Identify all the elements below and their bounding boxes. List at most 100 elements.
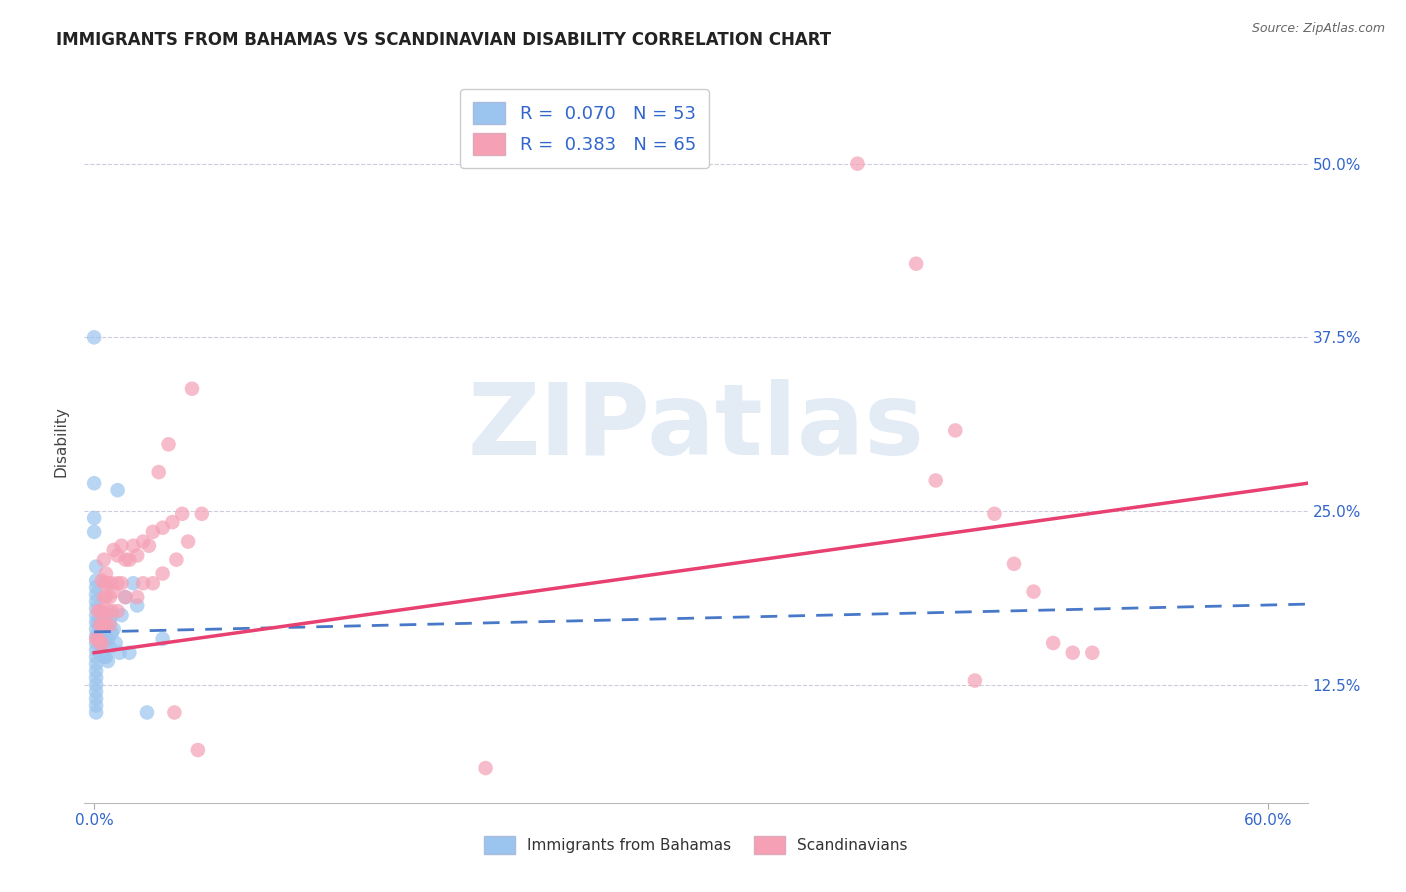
Point — [127, 599, 149, 613]
Point — [83, 330, 105, 344]
Point — [118, 552, 141, 566]
Point — [132, 534, 155, 549]
Point — [100, 626, 122, 640]
Point — [89, 636, 111, 650]
Point — [98, 640, 121, 655]
Point — [100, 576, 122, 591]
Point — [98, 618, 121, 632]
Point — [89, 636, 111, 650]
Point — [94, 590, 117, 604]
Point — [181, 382, 204, 396]
Point — [127, 590, 149, 604]
Point — [1042, 636, 1064, 650]
Point — [84, 629, 107, 643]
Point — [110, 576, 132, 591]
Point — [84, 698, 107, 713]
Y-axis label: Disability: Disability — [53, 406, 69, 477]
Point — [191, 507, 214, 521]
Point — [87, 615, 110, 630]
Point — [127, 549, 149, 563]
Point — [89, 618, 111, 632]
Point — [89, 622, 111, 636]
Point — [93, 649, 115, 664]
Point — [84, 706, 107, 720]
Point — [83, 511, 105, 525]
Point — [94, 618, 117, 632]
Point — [103, 584, 125, 599]
Point — [93, 590, 115, 604]
Point — [110, 608, 132, 623]
Point — [983, 507, 1005, 521]
Point — [97, 604, 120, 618]
Point — [114, 552, 136, 566]
Point — [177, 534, 200, 549]
Point — [84, 559, 107, 574]
Point — [91, 604, 114, 618]
Point — [136, 706, 159, 720]
Point — [84, 643, 107, 657]
Point — [84, 649, 107, 664]
Point — [94, 649, 117, 664]
Point — [157, 437, 180, 451]
Point — [1062, 646, 1084, 660]
Point — [93, 636, 115, 650]
Point — [84, 632, 107, 646]
Point — [142, 524, 165, 539]
Point — [91, 574, 114, 588]
Text: Source: ZipAtlas.com: Source: ZipAtlas.com — [1251, 22, 1385, 36]
Point — [122, 576, 145, 591]
Point — [110, 539, 132, 553]
Point — [91, 636, 114, 650]
Point — [84, 574, 107, 588]
Point — [148, 465, 170, 479]
Point — [925, 474, 948, 488]
Point — [98, 615, 121, 630]
Point — [84, 671, 107, 685]
Point — [94, 566, 117, 581]
Point — [142, 576, 165, 591]
Point — [93, 618, 115, 632]
Point — [1081, 646, 1104, 660]
Point — [100, 608, 122, 623]
Point — [97, 632, 120, 646]
Point — [83, 524, 105, 539]
Text: IMMIGRANTS FROM BAHAMAS VS SCANDINAVIAN DISABILITY CORRELATION CHART: IMMIGRANTS FROM BAHAMAS VS SCANDINAVIAN … — [56, 31, 831, 49]
Point — [165, 552, 187, 566]
Point — [114, 590, 136, 604]
Point — [107, 549, 129, 563]
Point — [84, 615, 107, 630]
Point — [1002, 557, 1025, 571]
Point — [943, 424, 966, 438]
Point — [152, 632, 174, 646]
Point — [100, 604, 122, 618]
Point — [846, 156, 869, 170]
Point — [87, 632, 110, 646]
Point — [162, 515, 184, 529]
Point — [1022, 584, 1045, 599]
Point — [104, 636, 127, 650]
Point — [963, 673, 986, 688]
Point — [97, 654, 120, 668]
Point — [107, 576, 129, 591]
Point — [91, 618, 114, 632]
Point — [87, 629, 110, 643]
Point — [97, 576, 120, 591]
Point — [94, 629, 117, 643]
Text: ZIPatlas: ZIPatlas — [468, 378, 924, 475]
Point — [114, 590, 136, 604]
Point — [84, 664, 107, 678]
Point — [103, 622, 125, 636]
Point — [87, 604, 110, 618]
Point — [91, 629, 114, 643]
Point — [103, 542, 125, 557]
Point — [138, 539, 160, 553]
Point — [84, 581, 107, 595]
Point — [84, 608, 107, 623]
Point — [89, 604, 111, 618]
Point — [132, 576, 155, 591]
Legend: Immigrants from Bahamas, Scandinavians: Immigrants from Bahamas, Scandinavians — [478, 830, 914, 860]
Point — [84, 636, 107, 650]
Point — [84, 678, 107, 692]
Point — [107, 483, 129, 498]
Point — [118, 646, 141, 660]
